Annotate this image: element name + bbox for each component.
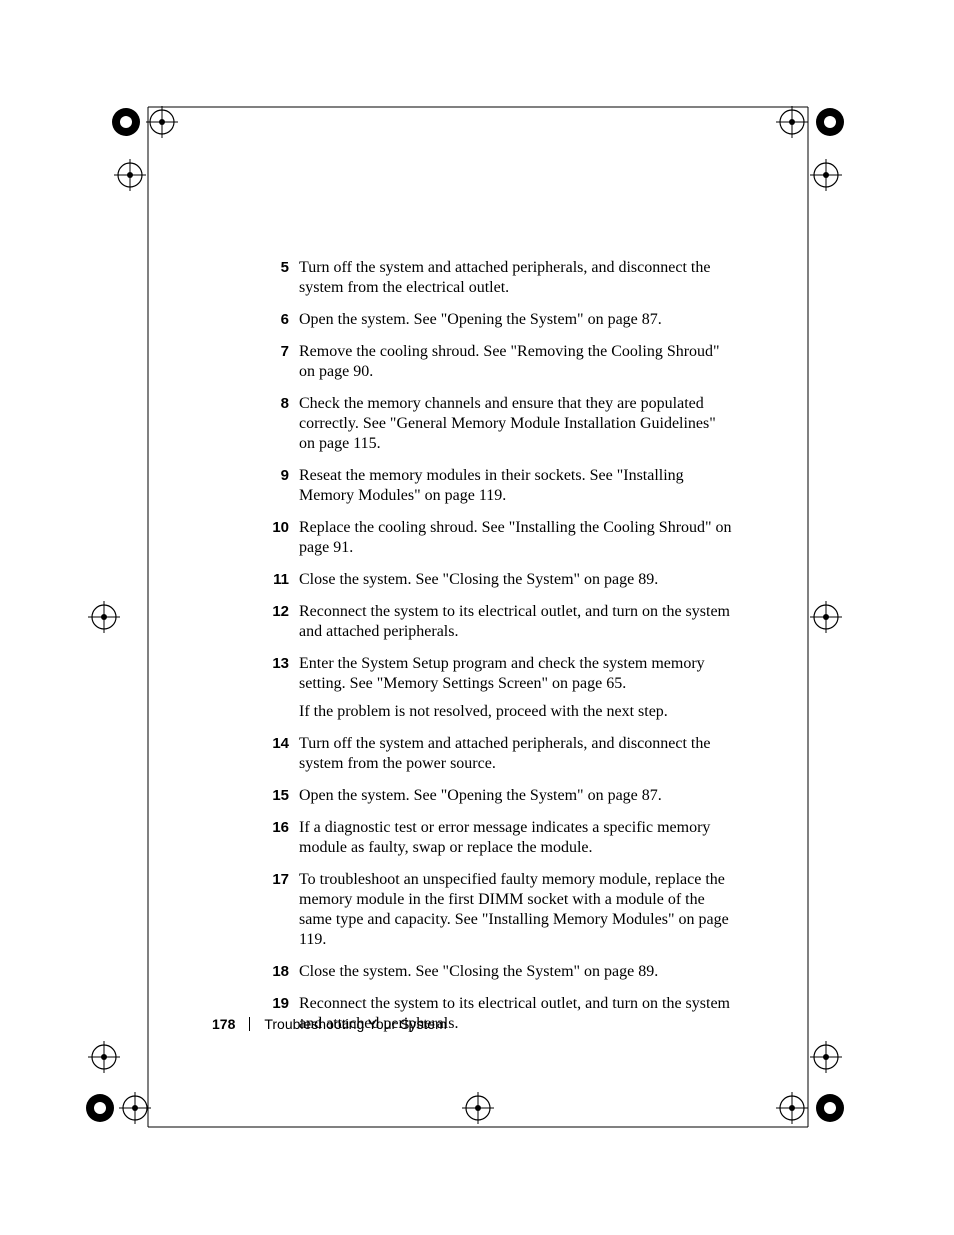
step-paragraph: Replace the cooling shroud. See "Install… <box>299 518 733 558</box>
step-text: Remove the cooling shroud. See "Removing… <box>299 342 733 382</box>
step-8: 8 Check the memory channels and ensure t… <box>255 394 733 454</box>
step-paragraph: Reseat the memory modules in their socke… <box>299 466 733 506</box>
step-17: 17 To troubleshoot an unspecified faulty… <box>255 870 733 950</box>
step-number: 5 <box>255 258 299 298</box>
regmark-right-mid <box>810 601 842 633</box>
step-paragraph: Reconnect the system to its electrical o… <box>299 602 733 642</box>
step-9: 9 Reseat the memory modules in their soc… <box>255 466 733 506</box>
step-text: Turn off the system and attached periphe… <box>299 734 733 774</box>
step-text: Enter the System Setup program and check… <box>299 654 733 722</box>
step-number: 9 <box>255 466 299 506</box>
step-text: If a diagnostic test or error message in… <box>299 818 733 858</box>
step-paragraph: If the problem is not resolved, proceed … <box>299 702 733 722</box>
step-paragraph: Check the memory channels and ensure tha… <box>299 394 733 454</box>
step-paragraph: If a diagnostic test or error message in… <box>299 818 733 858</box>
section-title: Troubleshooting Your System <box>264 1016 446 1032</box>
step-paragraph: Close the system. See "Closing the Syste… <box>299 962 733 982</box>
step-5: 5 Turn off the system and attached perip… <box>255 258 733 298</box>
step-number: 8 <box>255 394 299 454</box>
step-number: 15 <box>255 786 299 806</box>
page-number: 178 <box>212 1016 235 1032</box>
step-number: 14 <box>255 734 299 774</box>
step-number: 10 <box>255 518 299 558</box>
regmark-bottom-right <box>776 1041 844 1124</box>
step-paragraph: Turn off the system and attached periphe… <box>299 734 733 774</box>
footer-separator <box>249 1017 250 1031</box>
step-18: 18 Close the system. See "Closing the Sy… <box>255 962 733 982</box>
step-number: 11 <box>255 570 299 590</box>
step-paragraph: Close the system. See "Closing the Syste… <box>299 570 733 590</box>
step-number: 12 <box>255 602 299 642</box>
step-text: Turn off the system and attached periphe… <box>299 258 733 298</box>
regmark-top-right <box>776 106 844 191</box>
step-text: Close the system. See "Closing the Syste… <box>299 570 733 590</box>
step-number: 7 <box>255 342 299 382</box>
step-text: Reseat the memory modules in their socke… <box>299 466 733 506</box>
step-12: 12 Reconnect the system to its electrica… <box>255 602 733 642</box>
step-paragraph: Open the system. See "Opening the System… <box>299 310 733 330</box>
step-13: 13 Enter the System Setup program and ch… <box>255 654 733 722</box>
regmark-bottom-mid <box>462 1092 494 1124</box>
step-text: Check the memory channels and ensure tha… <box>299 394 733 454</box>
step-paragraph: Enter the System Setup program and check… <box>299 654 733 694</box>
step-11: 11 Close the system. See "Closing the Sy… <box>255 570 733 590</box>
regmark-left-mid <box>88 601 120 633</box>
step-6: 6 Open the system. See "Opening the Syst… <box>255 310 733 330</box>
step-list: 5 Turn off the system and attached perip… <box>255 258 733 1046</box>
step-paragraph: Open the system. See "Opening the System… <box>299 786 733 806</box>
step-16: 16 If a diagnostic test or error message… <box>255 818 733 858</box>
step-text: Close the system. See "Closing the Syste… <box>299 962 733 982</box>
page: 5 Turn off the system and attached perip… <box>0 0 954 1235</box>
step-number: 18 <box>255 962 299 982</box>
page-footer: 178 Troubleshooting Your System <box>212 1016 447 1032</box>
step-15: 15 Open the system. See "Opening the Sys… <box>255 786 733 806</box>
step-paragraph: Remove the cooling shroud. See "Removing… <box>299 342 733 382</box>
step-text: Open the system. See "Opening the System… <box>299 310 733 330</box>
step-text: Reconnect the system to its electrical o… <box>299 602 733 642</box>
step-number: 6 <box>255 310 299 330</box>
step-number: 13 <box>255 654 299 722</box>
step-number: 16 <box>255 818 299 858</box>
regmark-bottom-left <box>86 1041 151 1124</box>
step-paragraph: To troubleshoot an unspecified faulty me… <box>299 870 733 950</box>
step-7: 7 Remove the cooling shroud. See "Removi… <box>255 342 733 382</box>
step-14: 14 Turn off the system and attached peri… <box>255 734 733 774</box>
step-paragraph: Turn off the system and attached periphe… <box>299 258 733 298</box>
regmark-top-left <box>112 106 178 191</box>
step-10: 10 Replace the cooling shroud. See "Inst… <box>255 518 733 558</box>
step-number: 17 <box>255 870 299 950</box>
step-text: To troubleshoot an unspecified faulty me… <box>299 870 733 950</box>
step-text: Replace the cooling shroud. See "Install… <box>299 518 733 558</box>
step-text: Open the system. See "Opening the System… <box>299 786 733 806</box>
